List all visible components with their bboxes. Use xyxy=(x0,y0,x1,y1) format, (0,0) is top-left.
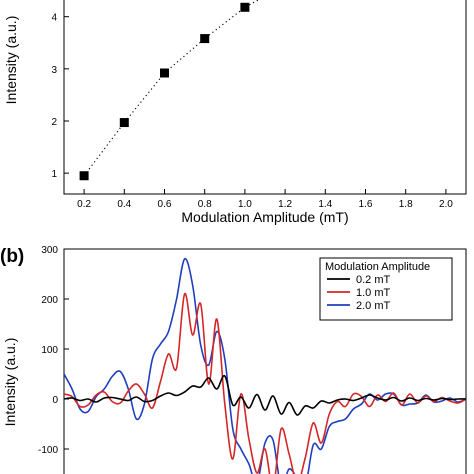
panel-a-data-point xyxy=(79,171,89,181)
panel-a-x-tick-label: 2.0 xyxy=(439,199,453,210)
panel-a-x-tick-label: 1.8 xyxy=(399,199,413,210)
panel-b-plot-frame xyxy=(63,248,467,474)
panel-a-x-tick-label: 1.4 xyxy=(318,199,332,210)
panel-a-ticks: 0.2 0.4 0.6 0.8 1.0 1.2 1.4 1.6 1.8 2.0 1 2 3 4 xyxy=(51,13,453,210)
legend-entries: 0.2 mT1.0 mT2.0 mT xyxy=(327,274,391,312)
panel-a-y-axis-title: Intensity (a.u.) xyxy=(3,16,19,105)
legend-box xyxy=(319,257,453,321)
panel-a-chart: Intensity (a.u.) Modulation Amplitude (m… xyxy=(3,0,467,225)
panel-a-x-tick-label: 0.2 xyxy=(77,199,91,210)
panel-a-y-tick-label: 3 xyxy=(51,65,57,76)
panel-a-x-tick-label: 1.2 xyxy=(278,199,292,210)
panel-a-data-point xyxy=(160,68,169,78)
legend-title: Modulation Amplitude xyxy=(325,261,430,273)
panel-a-x-tick-label: 1.6 xyxy=(359,199,373,210)
panel-a-data-points xyxy=(79,2,250,181)
legend-label: 2.0 mT xyxy=(356,300,391,312)
panel-b-series-line-1 xyxy=(64,293,466,474)
panel-b-y-tick-label: -100 xyxy=(38,445,58,456)
legend-label: 0.2 mT xyxy=(356,274,391,286)
panel-b-series-lines xyxy=(64,258,466,474)
panel-b-label: (b) xyxy=(0,246,24,267)
panel-b-chart: (b) Intensity (a.u.) -100 0 100 200 300 Modu… xyxy=(0,245,467,474)
panel-a-x-tick-label: 0.4 xyxy=(117,199,131,210)
panel-b-y-tick-label: 200 xyxy=(41,295,58,306)
panel-b-series-line-0 xyxy=(64,374,466,416)
panel-b-y-tick-label: 300 xyxy=(41,245,58,256)
panel-a-y-tick-label: 1 xyxy=(51,169,57,180)
panel-a-y-tick-label: 2 xyxy=(51,117,57,128)
panel-a-x-tick-label: 0.8 xyxy=(198,199,212,210)
legend-label: 1.0 mT xyxy=(356,287,391,299)
panel-b-legend: Modulation Amplitude 0.2 mT1.0 mT2.0 mT xyxy=(319,257,453,321)
panel-a-y-tick-label: 4 xyxy=(51,13,57,24)
panel-a-x-axis-title: Modulation Amplitude (mT) xyxy=(181,209,348,225)
panel-a-x-tick-label: 1.0 xyxy=(238,199,252,210)
panel-b-y-axis-title: Intensity (a.u.) xyxy=(2,338,18,427)
panel-a-plot-frame xyxy=(63,0,467,195)
panel-a-data-point xyxy=(119,118,129,128)
panel-a-data-point xyxy=(240,2,250,12)
panel-b-y-tick-label: 0 xyxy=(52,395,58,406)
panel-b-y-tick-label: 100 xyxy=(41,345,58,356)
panel-a-x-tick-label: 0.6 xyxy=(158,199,172,210)
panel-a-fit-line xyxy=(83,0,260,177)
panel-a-data-point xyxy=(200,34,210,44)
